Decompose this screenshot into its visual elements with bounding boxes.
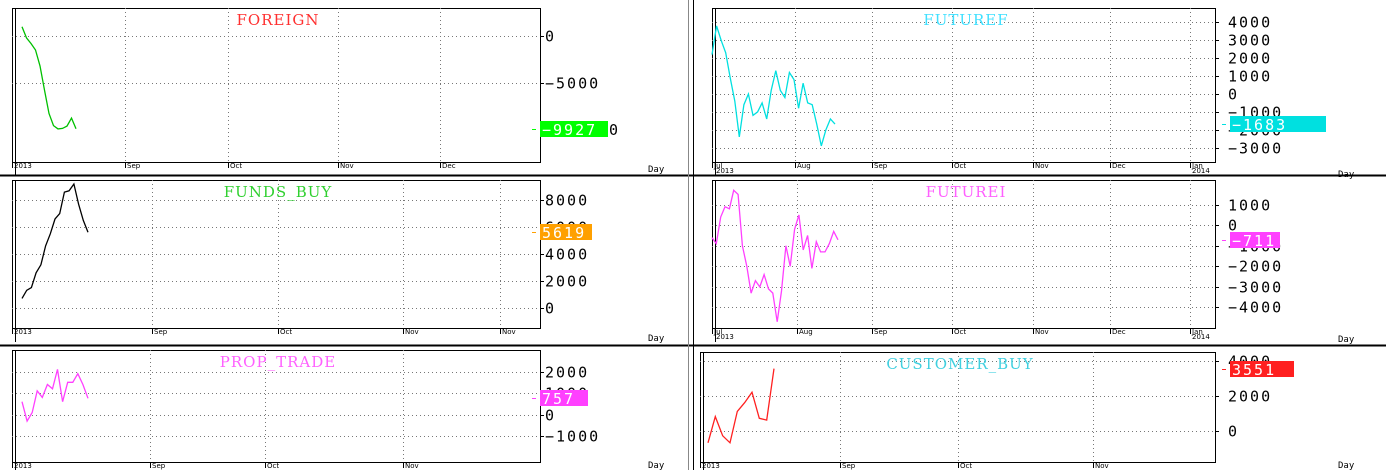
x-tick-label: Jan: [1191, 162, 1203, 170]
x-tick-label: Aug: [799, 328, 813, 336]
y-tick-label: 3000: [1228, 32, 1272, 50]
current-value-tag: [540, 224, 592, 240]
y-tick-label: −5000: [545, 75, 600, 93]
x-tick-label: Sep: [154, 328, 168, 336]
x-tick-label: Nov: [405, 462, 419, 470]
x-axis-label: Day: [648, 334, 665, 344]
y-tick-label: 0: [545, 300, 556, 318]
x-tick-label: Dec: [1112, 328, 1126, 336]
x-axis-label: Day: [1338, 170, 1355, 180]
y-tick-label: 2000: [545, 364, 589, 382]
y-tick-label: 2000: [545, 273, 589, 291]
x-tick-label: Oct: [267, 462, 279, 470]
y-tick-label: 2000: [1228, 388, 1272, 406]
y-tick-label: 0: [545, 28, 556, 46]
current-value-label: 3551: [1232, 361, 1276, 379]
current-value-label: −1683: [1232, 116, 1287, 134]
y-tick-label: 1000: [1228, 197, 1272, 215]
x-tick-year-label: 2014: [1192, 167, 1210, 175]
x-axis-label: Day: [1338, 335, 1355, 345]
panel-futuref: 40003000200010000−1000−2000−3000JulAugSe…: [711, 8, 1355, 180]
panel-title: FOREIGN: [237, 11, 320, 29]
plot-area: [12, 350, 541, 463]
series-line: [21, 182, 89, 299]
panel-title: FUTUREI: [926, 183, 1007, 201]
x-tick-label: 2013: [702, 462, 720, 470]
current-value-tag: [1230, 361, 1294, 377]
x-tick-label: 2013: [14, 328, 32, 336]
x-axis-label: Day: [648, 461, 665, 470]
panel-prop-trade: 200010000−10002013SepOctNovDayPROP_TRADE…: [12, 350, 665, 470]
y-tick-label: −3000: [1228, 279, 1283, 297]
x-tick-label: Nov: [405, 328, 419, 336]
y-tick-label: −4000: [1228, 299, 1283, 317]
x-tick-label: Nov: [340, 162, 354, 170]
plot-area: [712, 8, 1216, 163]
y-tick-label: 1000: [1228, 68, 1272, 86]
plot-area: [12, 8, 541, 163]
y-tick-label: 8000: [545, 192, 589, 210]
x-tick-label: Sep: [152, 462, 166, 470]
panel-foreign: 0 −5000 2013 Sep Oct Nov Dec Day FOREIGN −9927 0: [12, 8, 665, 175]
current-value-tag: [1230, 116, 1326, 132]
x-tick-label: Oct: [954, 162, 966, 170]
x-axis-label: Day: [648, 165, 665, 175]
y-tick-label: 0: [1228, 423, 1239, 441]
panel-funds-buy: 800060004000200002013SepOctNovNovDayFUND…: [12, 180, 665, 344]
y-tick-label: 0: [1228, 217, 1239, 235]
panel-title: PROP_TRADE: [220, 353, 336, 371]
panel-title: FUTUREF: [923, 11, 1008, 29]
current-value-tag: [540, 121, 608, 137]
x-axis-label: Day: [1338, 461, 1355, 470]
current-value-label: 757: [542, 390, 575, 408]
x-tick-label: Oct: [230, 162, 242, 170]
series-line: [21, 369, 89, 423]
y-tick-label: −1000: [545, 428, 600, 446]
x-tick-label: Sep: [874, 162, 888, 170]
x-tick-label: Oct: [954, 328, 966, 336]
x-tick-label: Sep: [127, 162, 141, 170]
x-tick-label: Nov: [1095, 462, 1109, 470]
x-tick-label: Jul: [713, 328, 723, 336]
x-tick-year-label: 2013: [716, 333, 734, 341]
current-value-label: −9927: [542, 121, 597, 139]
x-tick-label: Oct: [280, 328, 292, 336]
x-tick-label: Nov: [1035, 162, 1049, 170]
y-tick-label: −3000: [1228, 140, 1283, 158]
current-value-tail: 0: [609, 121, 620, 139]
current-value-tag: [1230, 232, 1280, 248]
series-line: [707, 368, 775, 445]
x-tick-label: Jul: [713, 162, 723, 170]
current-value-label: 5619: [542, 224, 586, 242]
series-line: [711, 25, 836, 147]
x-tick-label: 2013: [14, 162, 32, 170]
x-tick-label: Aug: [797, 162, 811, 170]
x-tick-year-label: 2013: [716, 167, 734, 175]
x-tick-label: Nov: [502, 328, 516, 336]
y-tick-label: 0: [1228, 86, 1239, 104]
panel-title: FUNDS_BUY: [224, 183, 333, 201]
x-tick-year-label: 2014: [1192, 333, 1210, 341]
y-tick-label: 4000: [1228, 14, 1272, 32]
x-tick-label: Sep: [842, 462, 856, 470]
x-tick-label: Dec: [442, 162, 456, 170]
panel-customer-buy: 4000200002013SepOctNovDayCUSTOMER_BUY355…: [700, 352, 1355, 470]
series-line: [21, 26, 77, 130]
panel-futurei: 10000−1000−2000−3000−4000JulAugSepOctNov…: [711, 180, 1355, 345]
y-tick-label: 0: [545, 407, 556, 425]
x-tick-label: 2013: [14, 462, 32, 470]
x-tick-label: Dec: [1112, 162, 1126, 170]
x-tick-label: Jan: [1191, 328, 1203, 336]
y-tick-label: 4000: [545, 246, 589, 264]
x-tick-label: Sep: [874, 328, 888, 336]
y-tick-label: 2000: [1228, 50, 1272, 68]
y-tick-label: −2000: [1228, 258, 1283, 276]
series-line: [711, 189, 839, 322]
panel-title: CUSTOMER_BUY: [886, 355, 1033, 373]
current-value-tag: [540, 390, 588, 406]
current-value-label: −711: [1232, 232, 1276, 250]
x-tick-label: Nov: [1035, 328, 1049, 336]
x-tick-label: Oct: [960, 462, 972, 470]
